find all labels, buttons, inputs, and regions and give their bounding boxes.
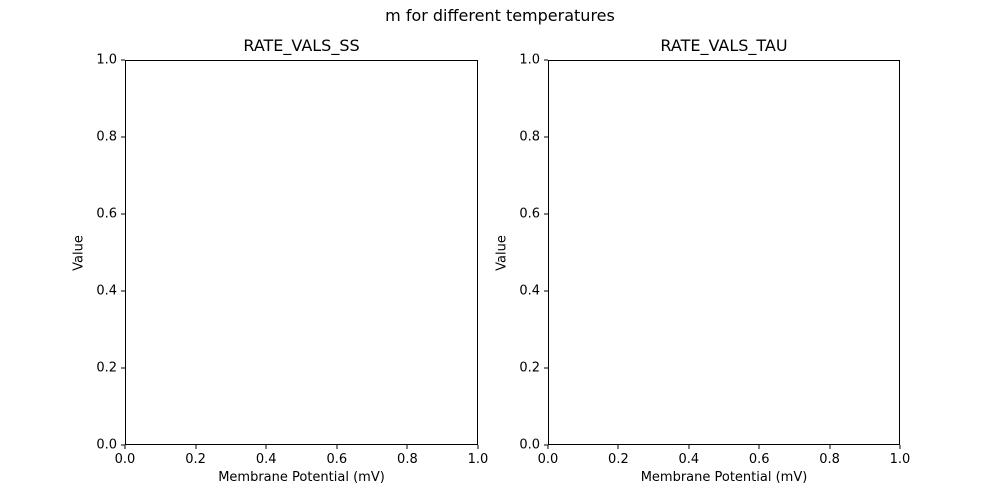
x-tick-label: 0.6 — [326, 452, 348, 467]
axis-ticks-layer: 0.0 0.2 0.4 0.6 0.8 1.0 0.0 0.2 0.4 0.6 0.8 1.0 — [519, 54, 910, 467]
x-axis-label: Membrane Potential (mV) — [218, 470, 385, 485]
x-axis-label: Membrane Potential (mV) — [640, 470, 808, 485]
y-tick-label: 0.2 — [519, 360, 540, 376]
x-tick-mark — [477, 445, 479, 449]
y-tick-label: 0.8 — [519, 129, 540, 145]
y-tick-mark — [121, 444, 125, 446]
y-tick-mark — [544, 367, 548, 369]
plot-area — [548, 60, 900, 445]
x-tick-mark — [336, 445, 338, 449]
y-tick-mark — [121, 367, 125, 369]
axis-ticks-layer: 0.0 0.2 0.4 0.6 0.8 1.0 0.0 0.2 0.4 0.6 0.8 1.0 — [96, 54, 488, 467]
x-tick-mark — [195, 445, 197, 449]
x-tick-label: 0.0 — [537, 452, 559, 467]
x-tick-mark — [124, 445, 126, 449]
x-tick-mark — [688, 445, 690, 449]
plot-area — [125, 60, 478, 445]
subplot-rate-vals-tau: RATE_VALS_TAU 0.0 0.2 0.4 0.6 0.8 1.0 0.0 0.2 0.… — [495, 38, 911, 485]
y-tick-label: 0.4 — [96, 283, 117, 299]
y-tick-mark — [121, 59, 125, 61]
axes-title: RATE_VALS_TAU — [660, 36, 788, 55]
y-tick-label: 1.0 — [96, 52, 117, 68]
y-tick-label: 0.4 — [519, 283, 540, 299]
y-tick-mark — [544, 213, 548, 215]
x-tick-mark — [406, 445, 408, 449]
y-tick-label: 0.6 — [96, 206, 117, 222]
x-tick-label: 0.4 — [678, 452, 700, 467]
y-tick-label: 0.0 — [96, 437, 117, 453]
x-tick-label: 0.4 — [255, 452, 277, 467]
y-tick-label: 1.0 — [519, 52, 540, 68]
x-tick-mark — [899, 445, 901, 449]
y-axis-label: Value — [494, 234, 510, 271]
y-tick-label: 0.2 — [96, 360, 117, 376]
y-tick-mark — [544, 59, 548, 61]
x-tick-mark — [617, 445, 619, 449]
y-axis-label: Value — [71, 234, 87, 271]
y-tick-label: 0.6 — [519, 206, 540, 222]
x-tick-mark — [265, 445, 267, 449]
x-tick-label: 0.2 — [608, 452, 629, 467]
y-tick-mark — [544, 136, 548, 138]
y-tick-mark — [121, 290, 125, 292]
x-tick-mark — [758, 445, 760, 449]
y-tick-mark — [544, 290, 548, 292]
x-tick-label: 0.8 — [819, 452, 840, 467]
x-tick-label: 0.0 — [114, 452, 136, 467]
y-tick-mark — [544, 444, 548, 446]
x-tick-label: 1.0 — [889, 452, 911, 467]
y-tick-label: 0.0 — [519, 437, 540, 453]
x-tick-mark — [829, 445, 831, 449]
x-tick-label: 0.8 — [397, 452, 418, 467]
y-tick-mark — [121, 136, 125, 138]
x-tick-label: 0.2 — [185, 452, 206, 467]
x-tick-label: 0.6 — [748, 452, 770, 467]
x-tick-mark — [547, 445, 549, 449]
axes-title: RATE_VALS_SS — [243, 36, 360, 55]
subplot-rate-vals-ss: RATE_VALS_SS 0.0 0.2 0.4 0.6 0.8 1.0 0.0 0.2 0.4… — [72, 38, 489, 485]
y-tick-label: 0.8 — [96, 129, 117, 145]
figure-suptitle: m for different temperatures — [385, 6, 615, 25]
y-tick-mark — [121, 213, 125, 215]
x-tick-label: 1.0 — [467, 452, 489, 467]
